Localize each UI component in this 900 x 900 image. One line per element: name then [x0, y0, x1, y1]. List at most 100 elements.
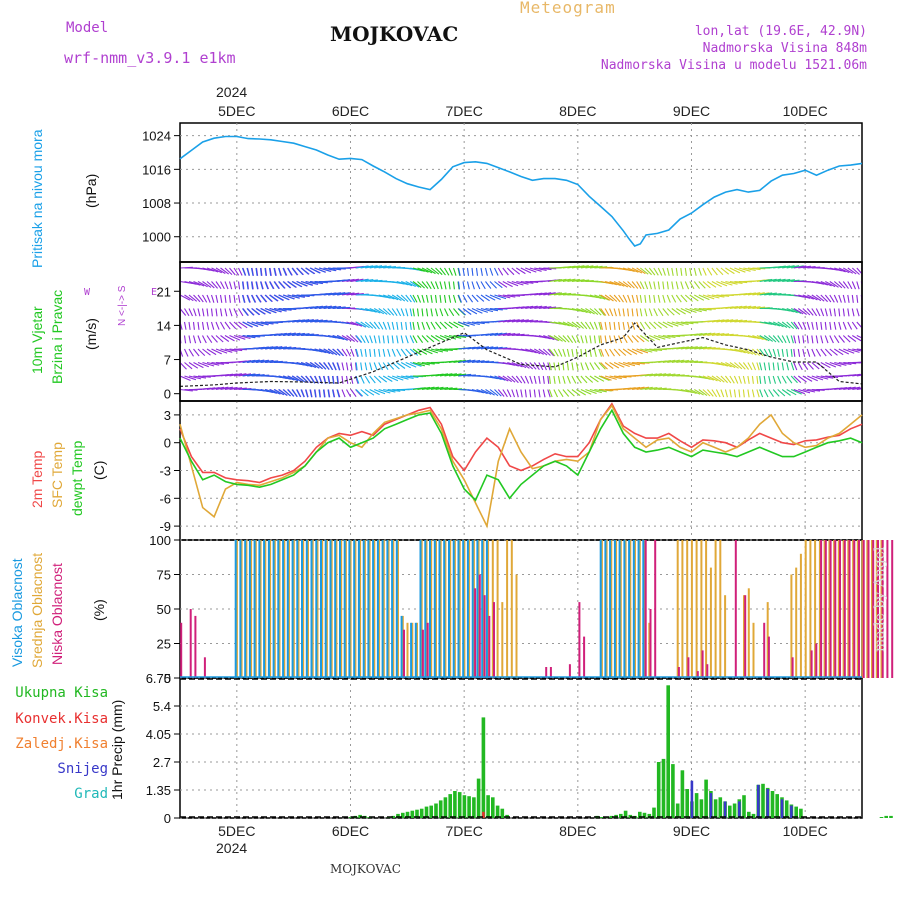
wind-barb — [494, 332, 508, 337]
wind-barb — [220, 386, 234, 391]
wind-barb — [373, 362, 378, 371]
low-cloud-bar — [839, 540, 841, 678]
mid-cloud-bar — [638, 540, 641, 678]
mid-cloud-bar — [700, 540, 703, 678]
wind-barb — [396, 321, 399, 330]
wind-barb — [409, 321, 412, 330]
wind-barb — [797, 335, 801, 344]
wind-barb — [756, 375, 759, 384]
wind-barb — [636, 348, 649, 354]
mid-cloud-bar — [510, 540, 513, 678]
wind-barb — [520, 319, 534, 323]
wind-barb — [327, 375, 330, 384]
wind-barb — [425, 294, 429, 303]
wind-barb — [790, 348, 793, 357]
mid-cloud-bar — [743, 595, 745, 678]
wind-barb — [580, 308, 592, 314]
wind-barb — [412, 335, 418, 344]
wind-barb — [355, 335, 363, 343]
wind-barb — [416, 308, 420, 317]
wind-barb — [738, 362, 746, 370]
wind-barb — [188, 294, 198, 302]
wind-barb — [412, 321, 415, 330]
wind-barb — [356, 278, 369, 283]
wind-barb — [702, 389, 711, 397]
wind-barb — [747, 389, 750, 398]
wind-barb — [589, 335, 592, 344]
wind-barb — [631, 294, 635, 303]
wind-barb — [516, 267, 526, 275]
wind-barb — [811, 294, 822, 302]
wind-barb — [416, 294, 422, 303]
legend-conv-precip: Konvek.Kisa — [15, 711, 108, 727]
wind-barb — [485, 294, 496, 301]
wind-barb — [485, 389, 495, 396]
wind-barb — [639, 267, 649, 275]
mid-cloud-bar — [676, 540, 679, 678]
wind-barb — [417, 386, 431, 391]
wind-barb — [350, 278, 364, 283]
wind-barb — [346, 278, 360, 283]
wind-barb — [304, 389, 309, 398]
high-cloud-bar — [329, 540, 332, 678]
wind-barb — [557, 362, 561, 371]
mid-cloud-bar — [401, 615, 404, 678]
wind-barb — [409, 281, 420, 288]
low-cloud-bar — [549, 667, 552, 678]
low-cloud-bar — [478, 574, 481, 678]
wind-barb — [439, 373, 453, 377]
wind-barb — [471, 388, 484, 394]
mid-cloud-bar — [340, 540, 343, 678]
wind-barb — [576, 321, 584, 329]
y-tick-label: 1000 — [142, 230, 171, 245]
mid-cloud-bar — [235, 540, 238, 678]
wind-barb — [220, 267, 230, 275]
wind-barb — [211, 335, 218, 343]
meteogram-label: Meteogram — [520, 0, 616, 17]
wind-barb — [255, 267, 258, 276]
wind-barb — [600, 348, 605, 357]
wind-barb — [401, 280, 413, 287]
wind-barb — [689, 267, 692, 276]
wind-barb — [622, 267, 635, 273]
wind-barb — [314, 362, 323, 370]
total-precip-bar — [761, 783, 765, 818]
wind-barb — [387, 375, 399, 382]
x-tick-label-bottom: 7DEC — [445, 823, 482, 839]
wind-barb — [786, 321, 795, 330]
wind-barb — [364, 375, 371, 384]
wind-barb — [636, 386, 650, 391]
total-precip-bar — [462, 795, 467, 818]
wind-barb — [378, 348, 381, 357]
wind-barb — [309, 305, 323, 310]
wind-barb — [435, 373, 449, 377]
wind-barb — [448, 281, 451, 290]
wind-barb — [649, 334, 661, 341]
wind-barb — [457, 281, 461, 290]
wind-barb — [378, 265, 392, 269]
wind-barb — [511, 375, 519, 384]
panel-frame — [179, 677, 863, 819]
mid-cloud-bar — [435, 540, 437, 678]
wind-barb — [383, 265, 396, 269]
wind-barb — [756, 389, 760, 398]
low-cloud-bar — [810, 650, 813, 678]
wind-barb — [421, 308, 424, 317]
pressure-unit: (hPa) — [83, 173, 99, 208]
wind-barb — [553, 278, 567, 283]
wind-barb — [502, 294, 516, 298]
wind-barb — [734, 305, 747, 310]
wind-barb — [743, 305, 756, 310]
sfc-temp-line — [179, 404, 863, 529]
mid-cloud-bar — [875, 540, 878, 678]
wind-barb — [296, 389, 301, 398]
mid-cloud-bar — [373, 540, 376, 678]
wind-barb — [829, 321, 832, 330]
wind-barb — [369, 362, 373, 371]
wind-barb — [763, 362, 767, 371]
wind-barb — [824, 335, 829, 344]
wind-barb — [729, 280, 743, 284]
wind-barb — [506, 375, 516, 383]
wind-barb — [197, 348, 206, 356]
wind-barb — [332, 292, 346, 296]
